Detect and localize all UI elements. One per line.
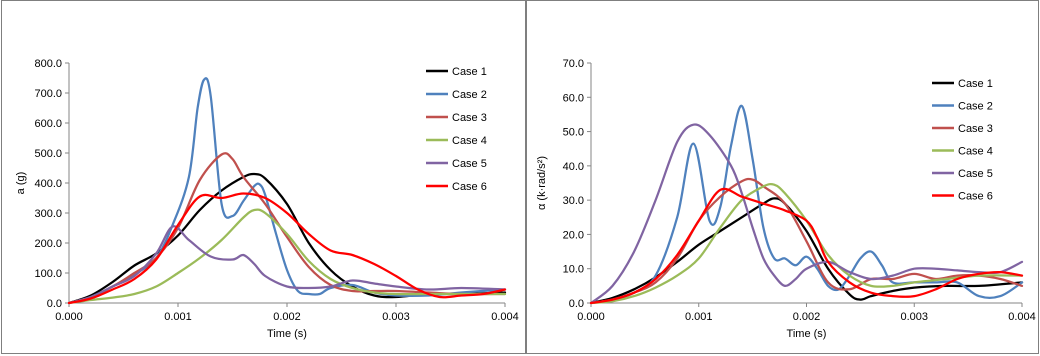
chart-panel-angular-acceleration: 0.0 10.0 20.0 30.0 40.0 50.0 60.0 70.0 0.000 0.00… <box>526 0 1039 354</box>
legend-label-case-1: Case 1 <box>958 78 993 90</box>
y-tick-label: 200.0 <box>34 238 62 250</box>
legend-label-case-3: Case 3 <box>452 112 487 124</box>
x-tick-label: 0.003 <box>382 311 410 323</box>
y-tick-label: 10.0 <box>563 264 584 276</box>
x-axis-label: Time (s) <box>267 328 307 340</box>
y-tick-label: 600.0 <box>34 118 62 130</box>
series-line-case-3 <box>589 177 1024 305</box>
y-axis-label: α (k·rad/s²) <box>536 156 548 210</box>
series-line-case-2 <box>589 104 1024 305</box>
x-tick-label: 0.001 <box>164 311 192 323</box>
series-line-case-3 <box>67 152 507 305</box>
x-axis-label: Time (s) <box>787 328 827 340</box>
y-tick-label: 400.0 <box>34 178 62 190</box>
legend-label-case-5: Case 5 <box>452 158 487 170</box>
y-tick-label: 50.0 <box>563 127 584 139</box>
legend-label-case-5: Case 5 <box>958 168 993 180</box>
x-tick-label: 0.004 <box>491 311 519 323</box>
series-line-case-2 <box>67 77 507 305</box>
legend-label-case-2: Case 2 <box>958 101 993 113</box>
x-tick-label: 0.002 <box>273 311 301 323</box>
y-tick-label: 0.0 <box>569 298 584 310</box>
y-tick-label: 0.0 <box>47 298 62 310</box>
y-tick-label: 30.0 <box>563 195 584 207</box>
y-tick-label: 70.0 <box>563 58 584 70</box>
y-tick-label: 100.0 <box>34 268 62 280</box>
y-tick-label: 700.0 <box>34 88 62 100</box>
x-tick-label: 0.001 <box>685 311 713 323</box>
x-tick-label: 0.004 <box>1008 311 1036 323</box>
x-tick-label: 0.003 <box>900 311 928 323</box>
legend-label-case-4: Case 4 <box>958 146 993 158</box>
acceleration-chart: 0.0 100.0 200.0 300.0 400.0 500.0 600.0 700.0 80… <box>15 58 519 340</box>
y-tick-label: 40.0 <box>563 161 584 173</box>
y-tick-label: 60.0 <box>563 92 584 104</box>
x-tick-label: 0.000 <box>55 311 83 323</box>
legend-label-case-4: Case 4 <box>452 135 487 147</box>
series-line-case-5 <box>589 123 1024 305</box>
y-tick-label: 800.0 <box>34 58 62 70</box>
x-tick-label: 0.002 <box>793 311 821 323</box>
y-tick-label: 300.0 <box>34 208 62 220</box>
series-line-case-5 <box>67 225 507 305</box>
chart-panel-acceleration: 0.0 100.0 200.0 300.0 400.0 500.0 600.0 700.0 80… <box>1 0 526 354</box>
legend-label-case-6: Case 6 <box>452 181 487 193</box>
series-line-case-1 <box>67 172 507 305</box>
series-line-case-6 <box>67 192 507 305</box>
y-tick-label: 20.0 <box>563 229 584 241</box>
series-line-case-4 <box>589 182 1024 305</box>
series-line-case-4 <box>67 208 507 305</box>
legend-label-case-6: Case 6 <box>958 191 993 203</box>
y-tick-label: 500.0 <box>34 148 62 160</box>
angular-acceleration-chart: 0.0 10.0 20.0 30.0 40.0 50.0 60.0 70.0 0.000 0.00… <box>536 58 1036 340</box>
y-axis-label: a (g) <box>15 172 27 195</box>
legend-label-case-1: Case 1 <box>452 66 487 78</box>
series-line-case-6 <box>589 187 1024 305</box>
legend-label-case-3: Case 3 <box>958 123 993 135</box>
legend-label-case-2: Case 2 <box>452 89 487 101</box>
x-tick-label: 0.000 <box>577 311 605 323</box>
